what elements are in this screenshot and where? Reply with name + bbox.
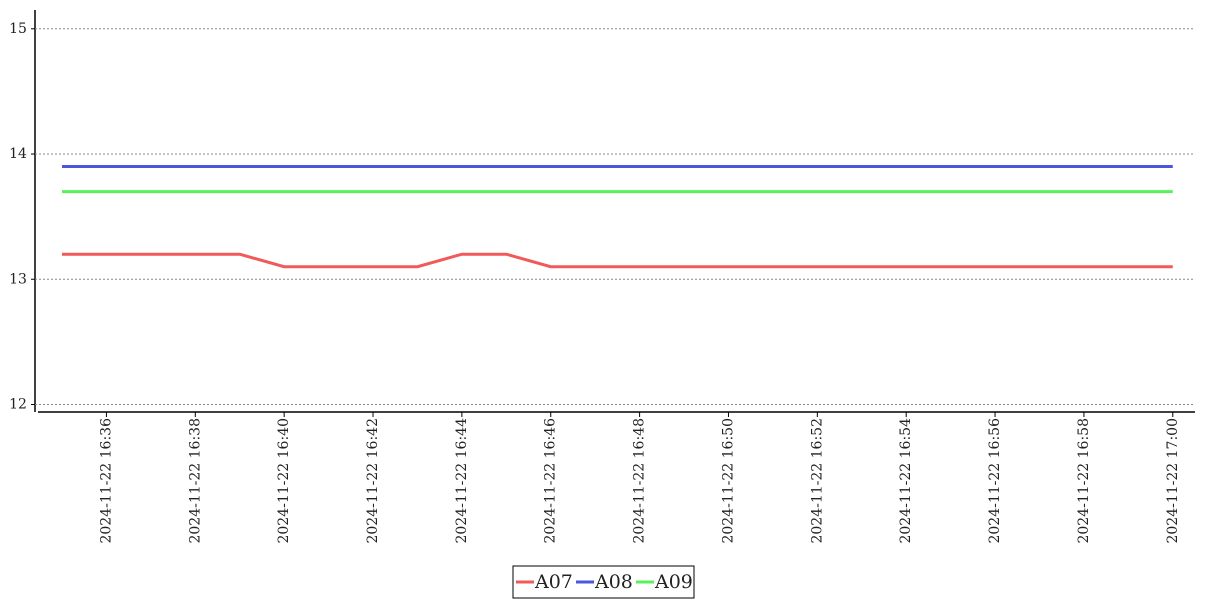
x-tick-label: 2024-11-22 16:44 [454, 418, 470, 544]
legend-label: A08 [594, 571, 633, 593]
x-tick-label: 2024-11-22 16:56 [987, 418, 1003, 544]
x-tick-label: 2024-11-22 16:40 [276, 418, 292, 544]
x-tick-label: 2024-11-22 16:54 [898, 418, 914, 544]
legend-label: A07 [534, 571, 573, 593]
x-tick-label: 2024-11-22 16:36 [98, 418, 114, 544]
x-tick-label: 2024-11-22 16:38 [187, 418, 203, 544]
x-tick-label: 2024-11-22 16:46 [543, 418, 559, 544]
x-tick-label: 2024-11-22 16:52 [809, 418, 825, 544]
y-tick-label: 14 [9, 146, 27, 162]
legend-box [512, 565, 695, 599]
x-tick-label: 2024-11-22 16:58 [1076, 418, 1092, 544]
x-tick-label: 2024-11-22 17:00 [1165, 418, 1181, 544]
legend-label: A09 [654, 571, 693, 593]
y-tick-label: 12 [9, 396, 27, 412]
y-tick-label: 15 [9, 21, 27, 37]
x-tick-label: 2024-11-22 16:42 [365, 418, 381, 544]
x-tick-label: 2024-11-22 16:48 [632, 418, 648, 544]
y-tick-label: 13 [9, 271, 27, 287]
x-tick-label: 2024-11-22 16:50 [720, 418, 736, 544]
series-line [61, 252, 1173, 269]
